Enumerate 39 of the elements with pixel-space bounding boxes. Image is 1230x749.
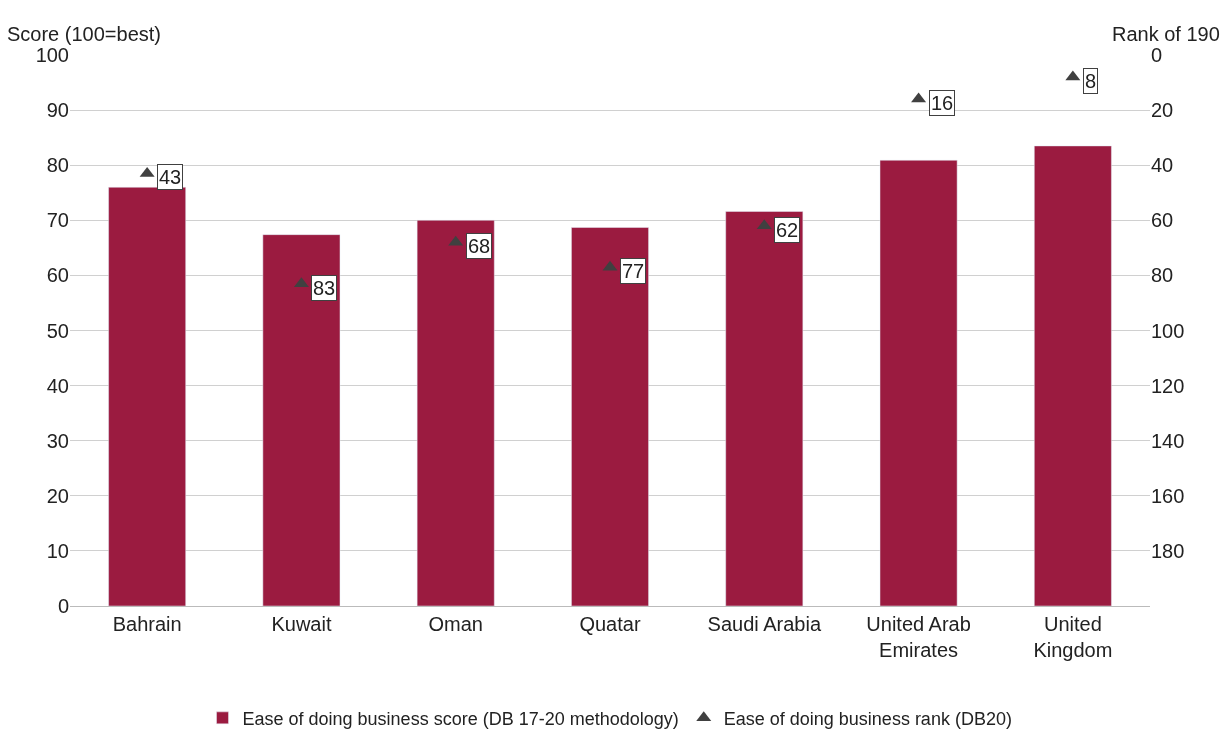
y2-tick-label: 160 [1151, 484, 1185, 507]
y-tick-label: 30 [46, 429, 69, 452]
y2-tick-label: 0 [1151, 44, 1163, 66]
y2-tick-label: 140 [1151, 429, 1185, 452]
y-tick-label: 10 [46, 539, 69, 562]
x-tick-label: United Arab Emirates [866, 613, 971, 661]
y-axis-title: Score (100=best) [7, 23, 161, 45]
y2-tick-label: 60 [1151, 209, 1174, 232]
data-label: 77 [622, 260, 645, 282]
data-label: 83 [313, 277, 336, 299]
y-tick-label: 90 [46, 99, 69, 122]
y2-tick-label: 100 [1151, 319, 1185, 342]
x-tick-label: Oman [428, 613, 483, 635]
data-label: 43 [159, 166, 182, 188]
y-tick-label: 0 [57, 595, 69, 617]
x-tick-label: Kuwait [271, 613, 332, 635]
y2-axis-title: Rank of 190 [1112, 23, 1220, 45]
y-tick-label: 80 [46, 154, 69, 177]
data-label: 62 [776, 219, 799, 241]
legend-label: Ease of doing business rank (DB20) [723, 708, 1012, 729]
x-tick-label: Saudi Arabia [707, 613, 822, 635]
x-tick-label: Bahrain [112, 613, 182, 635]
y-tick-label: 100 [35, 44, 69, 66]
y-tick-label: 60 [46, 264, 69, 287]
y-tick-label: 70 [46, 209, 69, 232]
data-label: 68 [468, 235, 491, 257]
y2-tick-label: 180 [1151, 539, 1185, 562]
y-tick-label: 20 [46, 484, 69, 507]
y-tick-label: 50 [46, 319, 69, 342]
x-tick-label: Quatar [579, 613, 641, 635]
y2-tick-label: 20 [1151, 99, 1174, 122]
x-tick-label: United Kingdom [1033, 613, 1113, 661]
y-tick-label: 40 [46, 374, 69, 397]
legend-label: Ease of doing business score (DB 17-20 methodology) [242, 708, 679, 729]
data-label: 8 [1085, 70, 1097, 92]
y2-tick-label: 80 [1151, 264, 1174, 287]
y2-tick-label: 120 [1151, 374, 1185, 397]
y2-tick-label: 40 [1151, 154, 1174, 177]
data-label: 16 [931, 92, 954, 114]
